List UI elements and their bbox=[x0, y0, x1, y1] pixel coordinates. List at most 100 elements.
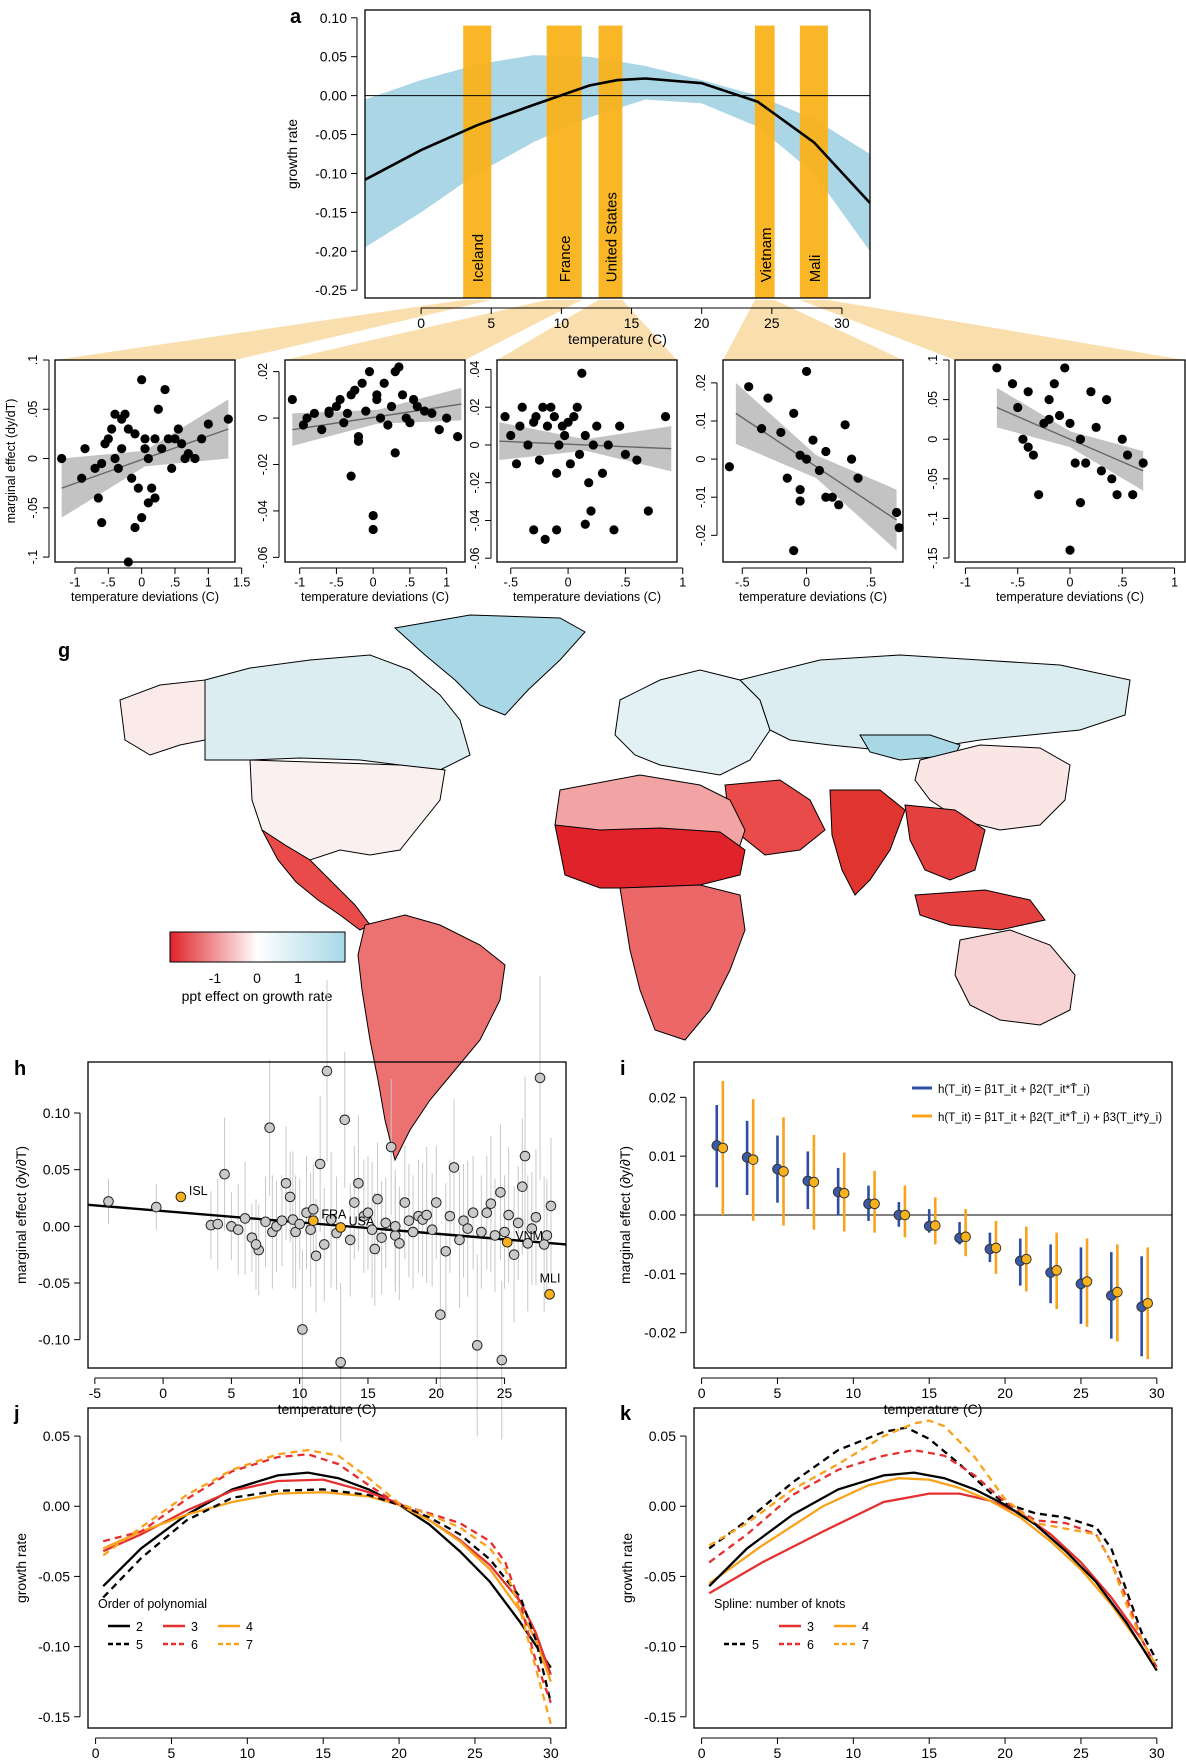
legend-title: Order of polynomial bbox=[98, 1597, 207, 1611]
data-point bbox=[368, 524, 378, 535]
country-label: United States bbox=[603, 192, 620, 282]
legend-label: 3 bbox=[807, 1620, 814, 1634]
x-tick-label: 25 bbox=[1073, 1385, 1089, 1401]
x-axis-label: temperature (C) bbox=[568, 331, 667, 347]
x-tick-label: .5 bbox=[1117, 576, 1127, 590]
data-point bbox=[1021, 1253, 1032, 1265]
y-tick-label: .02 bbox=[256, 363, 270, 380]
x-tick-label: 30 bbox=[543, 1745, 559, 1761]
x-tick-label: 30 bbox=[1149, 1745, 1165, 1761]
data-point bbox=[403, 1215, 415, 1226]
data-point bbox=[123, 424, 133, 434]
x-tick-label: 20 bbox=[428, 1385, 444, 1401]
panel-h: ISL FRA USA VNM MLI -5 0 5 10 15 20 25 0.10 0.05 0.00 -… bbox=[13, 975, 567, 1442]
x-tick-label: 15 bbox=[624, 315, 640, 331]
y-tick-label: 0 bbox=[926, 436, 940, 443]
data-point bbox=[1112, 490, 1122, 500]
data-point bbox=[643, 506, 653, 516]
map-legend-colorbar bbox=[169, 931, 346, 963]
x-tick-label: .5 bbox=[866, 576, 876, 590]
data-point bbox=[538, 402, 548, 412]
country-bar bbox=[598, 25, 623, 299]
plot-frame bbox=[693, 1407, 1173, 1729]
data-point bbox=[821, 446, 831, 457]
data-point bbox=[517, 402, 527, 412]
series-line bbox=[708, 1471, 1158, 1672]
data-point bbox=[339, 1114, 351, 1126]
data-point bbox=[795, 450, 805, 460]
data-point bbox=[508, 1249, 520, 1260]
connector-fans bbox=[55, 300, 1185, 360]
map-region-southeast-asia bbox=[904, 804, 986, 881]
data-point bbox=[130, 429, 140, 439]
legend-label: 2 bbox=[136, 1620, 143, 1634]
data-point bbox=[157, 444, 167, 454]
x-tick-label: 5 bbox=[774, 1745, 782, 1761]
data-point bbox=[1044, 395, 1054, 405]
series-line bbox=[102, 1448, 552, 1725]
data-point bbox=[434, 425, 444, 435]
y-tick-label: .05 bbox=[26, 401, 40, 418]
y-tick-label: -.15 bbox=[926, 547, 940, 569]
data-point bbox=[763, 393, 773, 403]
data-point bbox=[1086, 387, 1096, 397]
data-point bbox=[318, 1239, 330, 1250]
series-line bbox=[708, 1448, 1158, 1669]
map-region-indonesia bbox=[914, 889, 1046, 931]
connector-fan bbox=[55, 300, 492, 360]
data-point bbox=[427, 408, 437, 419]
data-point bbox=[476, 1226, 487, 1238]
data-point bbox=[511, 459, 522, 469]
y-tick-label: -.01 bbox=[694, 486, 708, 508]
legend-label: 6 bbox=[807, 1638, 814, 1652]
data-point bbox=[1065, 545, 1075, 555]
y-tick-label: -0.01 bbox=[644, 1266, 676, 1282]
y-tick-label: -.02 bbox=[694, 525, 708, 547]
data-point bbox=[481, 1207, 493, 1219]
x-tick-label: -1 bbox=[294, 576, 305, 590]
data-point bbox=[588, 440, 598, 450]
data-point bbox=[448, 1162, 460, 1173]
x-tick-label: 0 bbox=[370, 576, 377, 590]
data-point bbox=[260, 1216, 271, 1228]
y-tick-label: -0.05 bbox=[38, 1568, 70, 1584]
data-point bbox=[542, 421, 553, 431]
map-legend: -1 0 1 ppt effect on growth rate bbox=[169, 931, 346, 1004]
country-bar bbox=[463, 25, 492, 299]
data-point bbox=[1128, 490, 1138, 500]
x-tick-label: -.5 bbox=[329, 576, 344, 590]
data-point bbox=[795, 496, 805, 506]
y-tick-label: 0.00 bbox=[649, 1207, 676, 1223]
data-point bbox=[344, 1234, 356, 1246]
x-axis-label: temperature deviations (C) bbox=[513, 590, 661, 604]
x-tick-label: 0 bbox=[1067, 576, 1074, 590]
data-point bbox=[369, 1243, 381, 1255]
data-point bbox=[280, 1177, 292, 1189]
data-point bbox=[298, 420, 308, 430]
data-point bbox=[1018, 434, 1028, 444]
data-point bbox=[485, 1198, 497, 1209]
x-tick-label: .5 bbox=[620, 576, 630, 590]
data-point bbox=[894, 523, 904, 533]
x-tick-label: 25 bbox=[497, 1385, 513, 1401]
data-point bbox=[349, 1197, 360, 1208]
data-point bbox=[563, 417, 573, 427]
panel-d: -.5 0 .5 1 .04 .02 0 -.02 -.04 -.06 temperature de… bbox=[468, 359, 686, 604]
data-point bbox=[1091, 422, 1101, 432]
data-point bbox=[386, 401, 397, 412]
series-line bbox=[102, 1471, 552, 1669]
data-point bbox=[1138, 458, 1148, 468]
data-point bbox=[1065, 418, 1075, 428]
highlighted-point bbox=[175, 1191, 187, 1203]
country-label: Iceland bbox=[470, 234, 487, 282]
data-point bbox=[294, 1218, 305, 1230]
data-point bbox=[1122, 450, 1133, 460]
data-point bbox=[57, 453, 67, 464]
data-point bbox=[554, 440, 564, 450]
data-point bbox=[580, 519, 590, 529]
data-point bbox=[584, 478, 594, 488]
data-point bbox=[620, 449, 631, 459]
data-point bbox=[531, 412, 541, 422]
plot-frame bbox=[693, 1061, 1173, 1369]
